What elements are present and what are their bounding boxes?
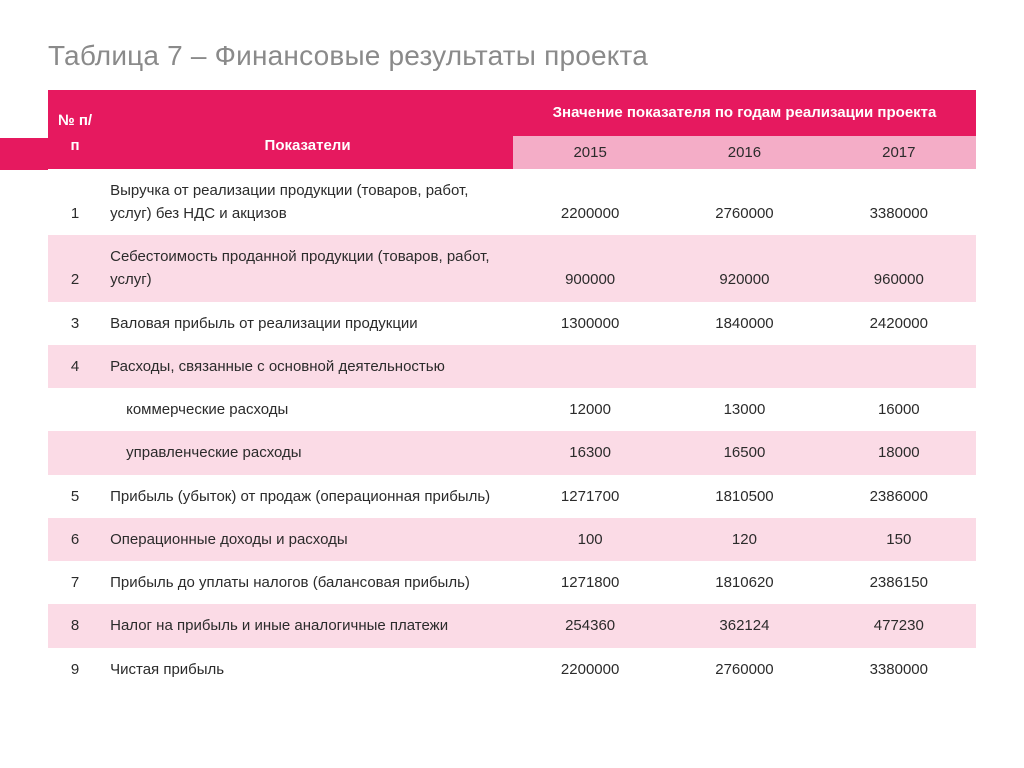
- row-value: 16000: [822, 388, 976, 431]
- accent-bar: [0, 138, 48, 170]
- table-row: 9Чистая прибыль220000027600003380000: [48, 648, 976, 691]
- table-row: 3Валовая прибыль от реализации продукции…: [48, 302, 976, 345]
- row-label: Налог на прибыль и иные аналогичные плат…: [102, 604, 513, 647]
- row-label: Чистая прибыль: [102, 648, 513, 691]
- table-row: 7Прибыль до уплаты налогов (балансовая п…: [48, 561, 976, 604]
- col-header-year: 2017: [822, 136, 976, 169]
- row-label: Прибыль до уплаты налогов (балансовая пр…: [102, 561, 513, 604]
- row-value: 2760000: [667, 169, 821, 236]
- row-value: 16300: [513, 431, 667, 474]
- row-label: Валовая прибыль от реализации продукции: [102, 302, 513, 345]
- row-value: 960000: [822, 235, 976, 302]
- row-value: 1300000: [513, 302, 667, 345]
- row-value: 100: [513, 518, 667, 561]
- row-number: [48, 431, 102, 474]
- row-value: [822, 345, 976, 388]
- row-number: 3: [48, 302, 102, 345]
- row-value: 150: [822, 518, 976, 561]
- row-number: 8: [48, 604, 102, 647]
- row-value: 362124: [667, 604, 821, 647]
- row-value: 477230: [822, 604, 976, 647]
- financial-table: № п/п Показатели Значение показателя по …: [48, 90, 976, 691]
- row-value: 900000: [513, 235, 667, 302]
- row-value: 920000: [667, 235, 821, 302]
- table-row: 1Выручка от реализации продукции (товаро…: [48, 169, 976, 236]
- row-number: 6: [48, 518, 102, 561]
- row-value: 3380000: [822, 648, 976, 691]
- row-value: 1810620: [667, 561, 821, 604]
- row-label: Расходы, связанные с основной деятельнос…: [102, 345, 513, 388]
- row-number: 5: [48, 475, 102, 518]
- row-label: коммерческие расходы: [102, 388, 513, 431]
- row-number: [48, 388, 102, 431]
- row-value: 1271700: [513, 475, 667, 518]
- col-header-year: 2015: [513, 136, 667, 169]
- row-value: 16500: [667, 431, 821, 474]
- row-value: 3380000: [822, 169, 976, 236]
- row-number: 9: [48, 648, 102, 691]
- row-value: 2760000: [667, 648, 821, 691]
- row-value: 120: [667, 518, 821, 561]
- table-row: 5Прибыль (убыток) от продаж (операционна…: [48, 475, 976, 518]
- row-value: 2386150: [822, 561, 976, 604]
- row-value: 1271800: [513, 561, 667, 604]
- row-value: 18000: [822, 431, 976, 474]
- col-header-group: Значение показателя по годам реализации …: [513, 90, 976, 136]
- row-value: 1840000: [667, 302, 821, 345]
- row-label: Операционные доходы и расходы: [102, 518, 513, 561]
- row-value: 2200000: [513, 169, 667, 236]
- row-label: Выручка от реализации продукции (товаров…: [102, 169, 513, 236]
- row-value: 1810500: [667, 475, 821, 518]
- row-value: 13000: [667, 388, 821, 431]
- col-header-label: Показатели: [102, 90, 513, 169]
- col-header-num: № п/п: [48, 90, 102, 169]
- row-value: 254360: [513, 604, 667, 647]
- table-row: управленческие расходы163001650018000: [48, 431, 976, 474]
- row-label: Себестоимость проданной продукции (товар…: [102, 235, 513, 302]
- row-value: 2200000: [513, 648, 667, 691]
- row-value: 12000: [513, 388, 667, 431]
- table-row: 6Операционные доходы и расходы100120150: [48, 518, 976, 561]
- col-header-year: 2016: [667, 136, 821, 169]
- row-number: 2: [48, 235, 102, 302]
- row-value: 2420000: [822, 302, 976, 345]
- row-value: [513, 345, 667, 388]
- row-number: 4: [48, 345, 102, 388]
- table-row: коммерческие расходы120001300016000: [48, 388, 976, 431]
- row-label: Прибыль (убыток) от продаж (операционная…: [102, 475, 513, 518]
- table-row: 2Себестоимость проданной продукции (това…: [48, 235, 976, 302]
- row-value: [667, 345, 821, 388]
- table-row: 4Расходы, связанные с основной деятельно…: [48, 345, 976, 388]
- row-value: 2386000: [822, 475, 976, 518]
- row-number: 1: [48, 169, 102, 236]
- table-body: 1Выручка от реализации продукции (товаро…: [48, 169, 976, 691]
- slide: Таблица 7 – Финансовые результаты проект…: [0, 0, 1024, 768]
- row-label: управленческие расходы: [102, 431, 513, 474]
- row-number: 7: [48, 561, 102, 604]
- table-row: 8Налог на прибыль и иные аналогичные пла…: [48, 604, 976, 647]
- table-header-row-1: № п/п Показатели Значение показателя по …: [48, 90, 976, 136]
- page-title: Таблица 7 – Финансовые результаты проект…: [48, 40, 976, 72]
